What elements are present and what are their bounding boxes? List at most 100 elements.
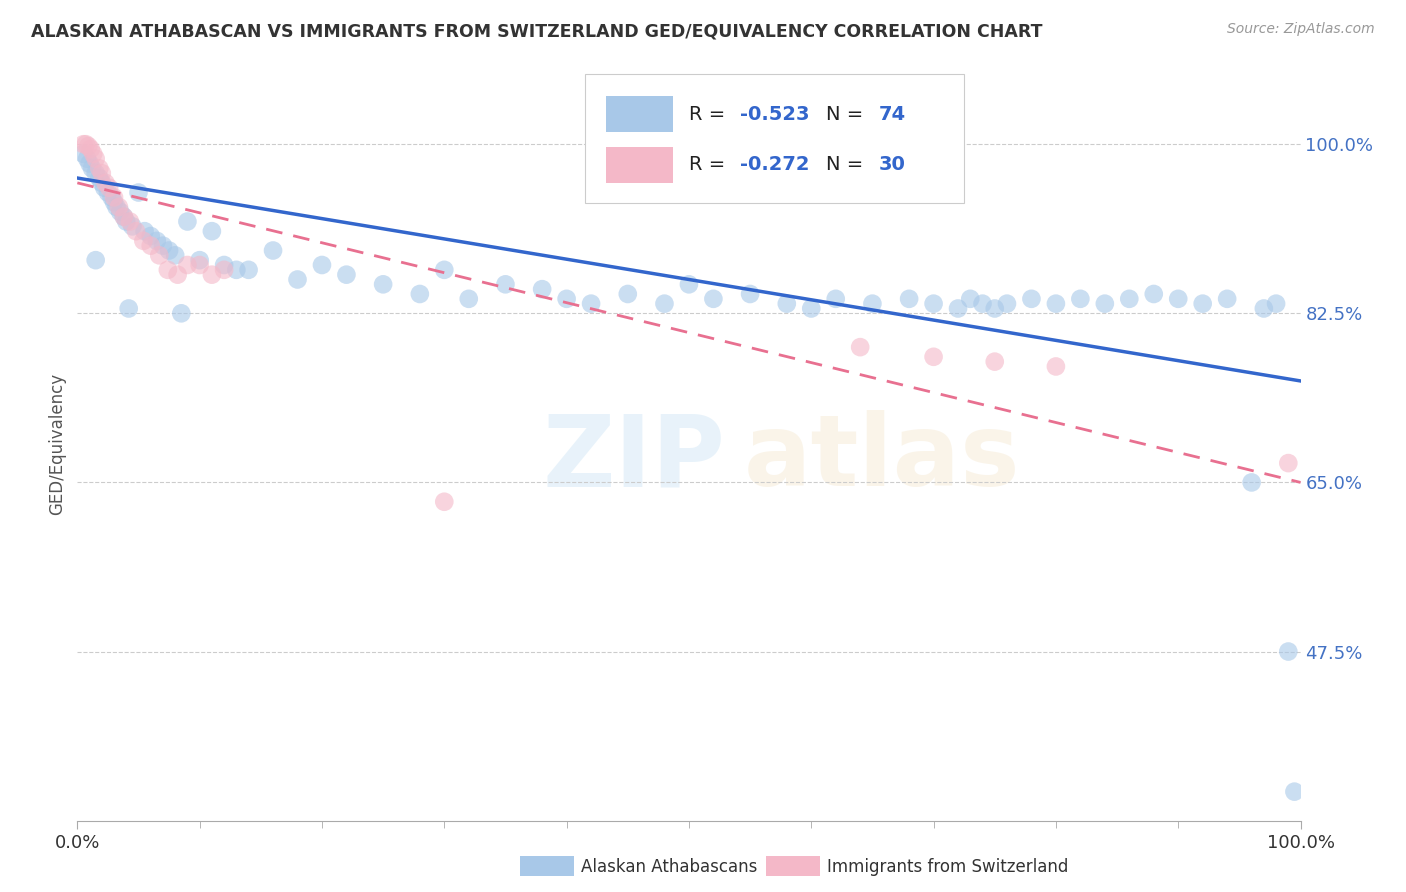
- Point: [80, 142, 103, 156]
- Text: R =: R =: [689, 105, 731, 124]
- Point: [238, 263, 260, 277]
- Bar: [606, 147, 673, 183]
- FancyBboxPatch shape: [585, 74, 965, 202]
- Point: [959, 292, 981, 306]
- Point: [157, 244, 180, 258]
- Text: ZIP: ZIP: [543, 410, 725, 508]
- Point: [212, 258, 235, 272]
- Text: ALASKAN ATHABASCAN VS IMMIGRANTS FROM SWITZERLAND GED/EQUIVALENCY CORRELATION CH: ALASKAN ATHABASCAN VS IMMIGRANTS FROM SW…: [31, 22, 1042, 40]
- Text: -0.272: -0.272: [741, 155, 810, 175]
- Bar: [606, 96, 673, 133]
- Point: [225, 263, 247, 277]
- Point: [127, 186, 149, 200]
- Point: [212, 263, 235, 277]
- Point: [176, 214, 198, 228]
- Point: [125, 224, 148, 238]
- Text: -0.523: -0.523: [741, 105, 810, 124]
- Point: [84, 253, 107, 268]
- Point: [495, 277, 517, 292]
- Point: [118, 214, 141, 228]
- Point: [94, 176, 117, 190]
- Point: [1094, 296, 1116, 310]
- Point: [555, 292, 578, 306]
- Point: [800, 301, 823, 316]
- Point: [972, 296, 994, 310]
- Point: [862, 296, 884, 310]
- Point: [90, 166, 112, 180]
- Point: [311, 258, 333, 272]
- Point: [103, 190, 125, 204]
- Point: [89, 161, 111, 176]
- Point: [531, 282, 554, 296]
- Point: [1118, 292, 1140, 306]
- Point: [1167, 292, 1189, 306]
- Point: [984, 354, 1007, 368]
- Point: [72, 137, 94, 152]
- Point: [84, 152, 107, 166]
- Point: [984, 301, 1007, 316]
- Point: [922, 296, 945, 310]
- Point: [108, 205, 131, 219]
- Text: R =: R =: [689, 155, 731, 175]
- Point: [262, 244, 284, 258]
- Point: [1284, 785, 1306, 799]
- Point: [112, 210, 135, 224]
- Point: [201, 224, 224, 238]
- Point: [148, 248, 170, 262]
- Point: [776, 296, 799, 310]
- Point: [72, 147, 94, 161]
- Text: Source: ZipAtlas.com: Source: ZipAtlas.com: [1227, 22, 1375, 37]
- Point: [82, 147, 104, 161]
- Text: atlas: atlas: [744, 410, 1021, 508]
- Point: [76, 152, 98, 166]
- Point: [139, 229, 162, 244]
- Point: [409, 287, 432, 301]
- Point: [105, 200, 128, 214]
- Point: [112, 210, 135, 224]
- Point: [152, 238, 174, 252]
- Text: Alaskan Athabascans: Alaskan Athabascans: [581, 858, 756, 876]
- Point: [77, 139, 100, 153]
- Point: [139, 238, 162, 252]
- Point: [103, 195, 125, 210]
- Point: [80, 161, 103, 176]
- Point: [115, 214, 138, 228]
- Y-axis label: GED/Equivalency: GED/Equivalency: [48, 373, 66, 515]
- Text: Immigrants from Switzerland: Immigrants from Switzerland: [827, 858, 1069, 876]
- Point: [371, 277, 394, 292]
- Text: N =: N =: [825, 155, 869, 175]
- Point: [457, 292, 479, 306]
- Point: [84, 166, 107, 180]
- Point: [121, 219, 143, 234]
- Point: [579, 296, 602, 310]
- Point: [156, 263, 179, 277]
- Point: [995, 296, 1018, 310]
- Point: [118, 301, 141, 316]
- Text: 30: 30: [879, 155, 905, 175]
- Point: [146, 234, 169, 248]
- Point: [1240, 475, 1263, 490]
- Point: [678, 277, 700, 292]
- Point: [89, 171, 111, 186]
- Point: [433, 494, 456, 508]
- Point: [1265, 296, 1288, 310]
- Point: [93, 180, 115, 194]
- Point: [1277, 644, 1299, 658]
- Text: N =: N =: [825, 105, 869, 124]
- Point: [898, 292, 921, 306]
- Point: [100, 190, 122, 204]
- Point: [849, 340, 872, 354]
- Point: [287, 272, 309, 286]
- Point: [170, 306, 193, 320]
- Point: [922, 350, 945, 364]
- Point: [654, 296, 676, 310]
- Point: [108, 200, 131, 214]
- Point: [1045, 359, 1067, 374]
- Point: [824, 292, 846, 306]
- Point: [1143, 287, 1166, 301]
- Point: [188, 258, 211, 272]
- Point: [132, 234, 155, 248]
- Point: [134, 224, 156, 238]
- Point: [433, 263, 456, 277]
- Point: [702, 292, 724, 306]
